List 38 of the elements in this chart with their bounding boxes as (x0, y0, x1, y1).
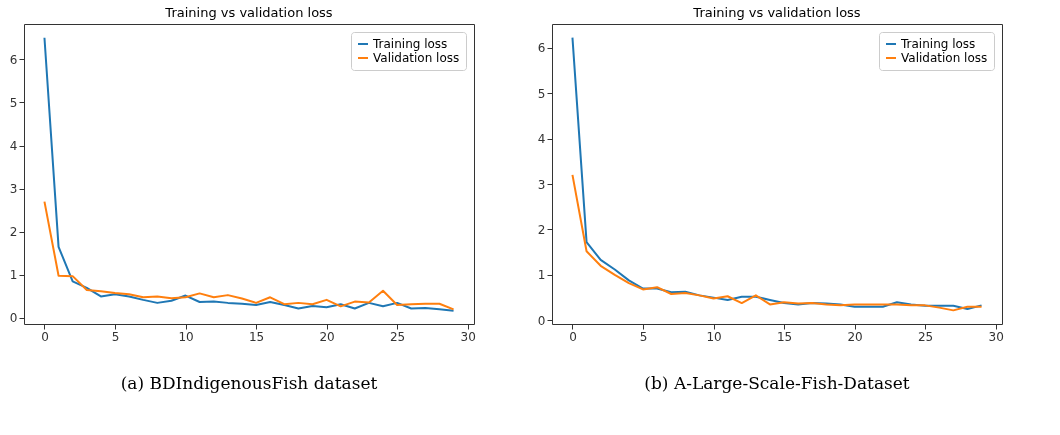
y-tick-label: 6 (9, 52, 18, 67)
x-tick-label: 0 (569, 329, 577, 344)
chart-title: Training vs validation loss (692, 5, 861, 20)
line-series (43, 200, 455, 311)
y-tick-label: 3 (9, 182, 18, 197)
legend-label: Training loss (372, 37, 448, 51)
legend-label: Validation loss (901, 51, 988, 65)
x-tick-label: 20 (319, 329, 335, 344)
x-tick-label: 10 (178, 329, 194, 344)
x-tick-label: 15 (776, 329, 793, 344)
y-tick-label: 2 (537, 222, 546, 237)
y-tick-label: 5 (537, 86, 546, 101)
line-series (571, 173, 983, 312)
y-tick-label: 2 (9, 225, 18, 240)
legend-label: Validation loss (373, 51, 460, 65)
y-tick-label: 4 (9, 139, 18, 154)
y-tick-label: 4 (537, 132, 546, 147)
y-tick-label: 6 (537, 41, 546, 56)
text: (a) BDIndigenousFish dataset (120, 373, 378, 393)
x-tick-label: 20 (847, 329, 863, 344)
x-tick-label: 5 (639, 329, 648, 344)
legend-label: Training loss (900, 37, 976, 51)
x-tick-label: 10 (706, 329, 722, 344)
x-tick-label: 25 (389, 329, 406, 344)
x-tick-label: 25 (917, 329, 934, 344)
y-tick-label: 1 (9, 268, 18, 283)
y-tick-label: 3 (537, 177, 546, 192)
y-tick-label: 0 (9, 311, 18, 326)
chart-title: Training vs validation loss (164, 5, 333, 20)
text: (b) A-Large-Scale-Fish-Dataset (644, 373, 910, 393)
y-tick-label: 1 (537, 268, 546, 283)
x-tick-label: 30 (988, 329, 1004, 344)
x-tick-label: 0 (41, 329, 49, 344)
x-tick-label: 15 (248, 329, 265, 344)
x-tick-label: 30 (460, 329, 476, 344)
y-tick-label: 5 (9, 95, 18, 110)
x-tick-label: 5 (111, 329, 120, 344)
y-tick-label: 0 (537, 313, 546, 328)
